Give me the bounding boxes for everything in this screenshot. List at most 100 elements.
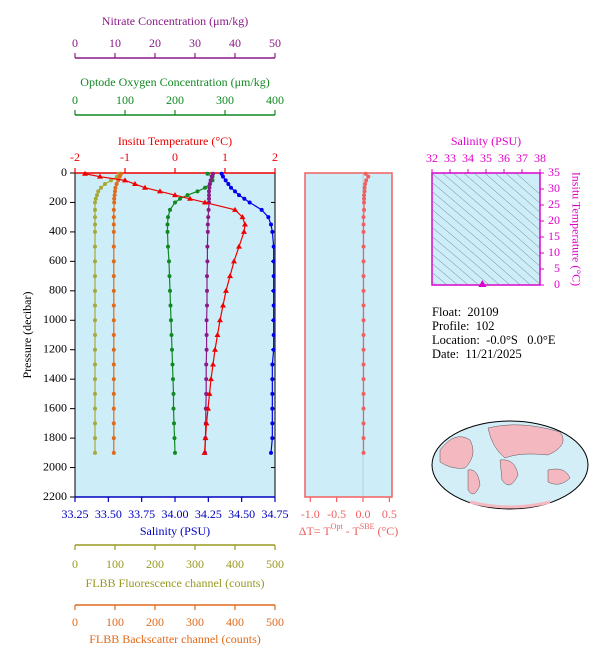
data-point: [93, 222, 97, 227]
contour: [432, 263, 459, 285]
x-tick-label: 0.0: [356, 507, 371, 521]
data-point: [172, 436, 177, 441]
x-tick-label: 500: [266, 615, 284, 629]
data-point: [93, 303, 97, 308]
data-point: [142, 184, 148, 190]
data-point: [112, 193, 117, 198]
data-point: [205, 259, 210, 264]
density-contours: [432, 173, 540, 285]
contour: [505, 173, 540, 204]
data-point: [271, 303, 276, 308]
data-point: [171, 406, 176, 411]
axis-title-part: (°C): [374, 524, 398, 538]
data-point: [204, 377, 209, 382]
contour: [432, 191, 540, 285]
y-tick-label: 0: [61, 165, 67, 179]
y-tick-label: 400: [49, 224, 67, 238]
data-point: [167, 259, 171, 264]
data-point: [111, 274, 116, 279]
data-point: [362, 200, 367, 205]
data-point: [111, 436, 116, 441]
data-point: [206, 207, 211, 212]
data-point: [207, 189, 211, 194]
data-point: [204, 333, 209, 337]
x-tick-label: 0: [72, 557, 78, 571]
data-point: [168, 288, 172, 293]
data-point: [236, 243, 242, 249]
data-point: [111, 229, 116, 234]
contour: [432, 236, 490, 285]
info-line: Location: -0.0°S 0.0°E: [432, 333, 556, 347]
data-point: [362, 193, 367, 198]
axis-title: Salinity (PSU): [140, 524, 210, 538]
data-point: [93, 436, 97, 441]
data-point: [239, 214, 246, 220]
data-point: [93, 406, 97, 411]
x-tick-label: 200: [146, 615, 164, 629]
data-point: [361, 377, 366, 382]
data-point: [173, 450, 177, 455]
data-point: [270, 436, 275, 441]
y-tick-label: 1200: [43, 341, 67, 355]
data-point: [227, 273, 233, 279]
data-point: [361, 406, 366, 411]
x-tick-label: 10: [109, 36, 121, 50]
data-point: [112, 200, 117, 205]
data-point: [111, 406, 116, 411]
x-tick-label: 38: [534, 151, 546, 165]
data-point: [223, 287, 229, 293]
y-tick-label: 2000: [43, 459, 67, 473]
axis-title: Nitrate Concentration (μm/kg): [102, 14, 248, 28]
x-tick-label: 400: [226, 615, 244, 629]
x-tick-label: 34: [462, 151, 474, 165]
x-tick-label: 400: [266, 93, 284, 107]
contour: [432, 272, 448, 285]
data-point: [93, 318, 97, 323]
data-point: [93, 391, 97, 396]
data-point: [271, 274, 276, 279]
data-point: [93, 274, 97, 279]
profile-line: [94, 173, 120, 453]
axis-title-part: Opt: [331, 522, 344, 531]
data-point: [113, 189, 117, 194]
contour: [432, 200, 532, 285]
data-point: [157, 188, 163, 194]
contour: [432, 227, 501, 285]
x-tick-label: 35: [480, 151, 492, 165]
profile-line: [84, 173, 246, 453]
data-point: [93, 347, 97, 352]
data-point: [212, 346, 218, 352]
data-point: [259, 207, 264, 212]
data-point: [111, 421, 116, 426]
data-point: [205, 171, 210, 176]
contour: [432, 182, 540, 276]
data-point: [207, 185, 212, 190]
x-tick-label: 400: [226, 557, 244, 571]
data-point: [99, 185, 103, 190]
data-point: [362, 189, 367, 194]
axis-title-part: SBE: [360, 522, 375, 531]
data-point: [242, 221, 248, 227]
contour: [515, 173, 540, 195]
contour: [463, 173, 540, 240]
axis-title-part: - T: [343, 524, 361, 538]
data-point: [109, 178, 113, 183]
data-point: [173, 200, 177, 205]
data-point: [132, 181, 138, 187]
x-tick-label: 30: [189, 36, 201, 50]
data-point: [361, 229, 366, 234]
x-tick-label: 200: [166, 93, 184, 107]
x-tick-label: 0: [72, 93, 78, 107]
data-point: [205, 229, 210, 234]
contour: [432, 254, 469, 285]
x-tick-label: 500: [266, 557, 284, 571]
x-tick-label: -1: [120, 150, 130, 164]
data-point: [361, 222, 366, 227]
y-tick-label: 25: [548, 197, 560, 211]
data-point: [270, 377, 275, 382]
x-tick-label: 0.5: [382, 507, 397, 521]
data-point: [363, 171, 368, 176]
data-point: [361, 215, 366, 220]
y-tick-label: 35: [548, 165, 560, 179]
data-point: [111, 333, 116, 337]
